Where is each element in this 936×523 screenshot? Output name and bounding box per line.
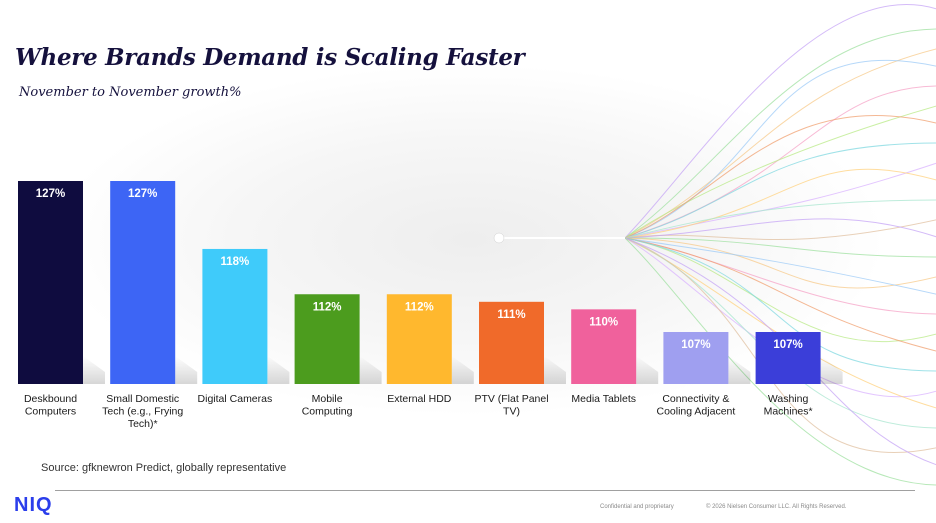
decor-line: [624, 142, 936, 239]
decor-line: [624, 4, 936, 239]
decor-line: [624, 48, 936, 239]
bar: [18, 181, 83, 384]
category-label: Tech (e.g., Frying: [102, 406, 183, 418]
decor-line: [624, 105, 936, 239]
category-label: External HDD: [387, 393, 452, 405]
bar: [571, 309, 637, 384]
category-label: Deskbound: [24, 393, 77, 405]
niq-logo: NIQ: [14, 494, 53, 516]
bar-value-label: 112%: [313, 301, 342, 313]
category-label: Mobile: [312, 393, 343, 405]
bar-value-label: 112%: [405, 301, 434, 313]
category-label: Computing: [302, 406, 353, 418]
decor-pointer-dot: [493, 232, 505, 244]
copyright-note: © 2026 Nielsen Consumer LLC. All Rights …: [706, 504, 847, 510]
decor-line: [624, 237, 936, 295]
bar: [386, 294, 452, 384]
bar: [479, 301, 544, 384]
category-label: Connectivity &: [662, 393, 729, 405]
decor-line: [624, 85, 936, 239]
decor-line: [624, 162, 936, 239]
bar-shadow: [636, 356, 659, 384]
bar-value-label: 107%: [681, 339, 710, 351]
decorative-lines-graphic: [493, 4, 936, 486]
bar-shadow: [83, 356, 105, 384]
bar-shadow: [544, 356, 566, 384]
decor-line: [624, 237, 936, 343]
decor-line: [624, 237, 936, 352]
category-label: Small Domestic: [106, 393, 179, 405]
decor-line: [624, 237, 936, 289]
decor-line: [624, 218, 936, 239]
bar-shadow: [267, 356, 290, 384]
chart-subtitle: November to November growth%: [19, 85, 242, 100]
bar: [202, 248, 268, 384]
category-label: Machines*: [764, 406, 813, 418]
bar-value-label: 110%: [589, 316, 618, 328]
decor-line: [624, 28, 936, 239]
decor-line: [624, 199, 936, 239]
decor-line: [624, 237, 936, 258]
category-label: TV): [503, 406, 520, 418]
bar: [755, 332, 821, 384]
category-label: Computers: [25, 406, 76, 418]
bar: [663, 332, 729, 384]
category-label: Tech)*: [128, 418, 158, 430]
bar: [110, 181, 176, 384]
category-label: Washing: [768, 393, 809, 405]
decor-line: [624, 237, 936, 486]
bar-value-label: 118%: [221, 256, 250, 268]
bar-value-label: 127%: [128, 188, 157, 200]
decor-line: [624, 168, 936, 239]
bar: [294, 294, 360, 384]
bar-shadow: [359, 356, 382, 384]
category-label: PTV (Flat Panel: [474, 393, 548, 405]
decor-line: [624, 115, 936, 239]
bar-value-label: 107%: [773, 339, 802, 351]
category-label: Media Tablets: [571, 393, 636, 405]
bar-shadow: [728, 356, 751, 384]
category-label: Cooling Adjacent: [656, 406, 735, 418]
bar-value-label: 111%: [497, 309, 525, 321]
decor-line: [624, 237, 936, 372]
source-note: Source: gfknewron Predict, globally repr…: [41, 462, 287, 474]
footer-divider: [55, 490, 915, 491]
decor-line: [624, 59, 936, 239]
bar-shadow: [175, 356, 198, 384]
category-label: Digital Cameras: [198, 393, 273, 405]
bar-value-label: 127%: [36, 188, 65, 200]
confidential-note: Confidential and proprietary: [600, 504, 674, 510]
chart-title: Where Brands Demand is Scaling Faster: [15, 44, 525, 71]
bar-shadow: [820, 356, 843, 384]
bar-shadow: [451, 356, 474, 384]
